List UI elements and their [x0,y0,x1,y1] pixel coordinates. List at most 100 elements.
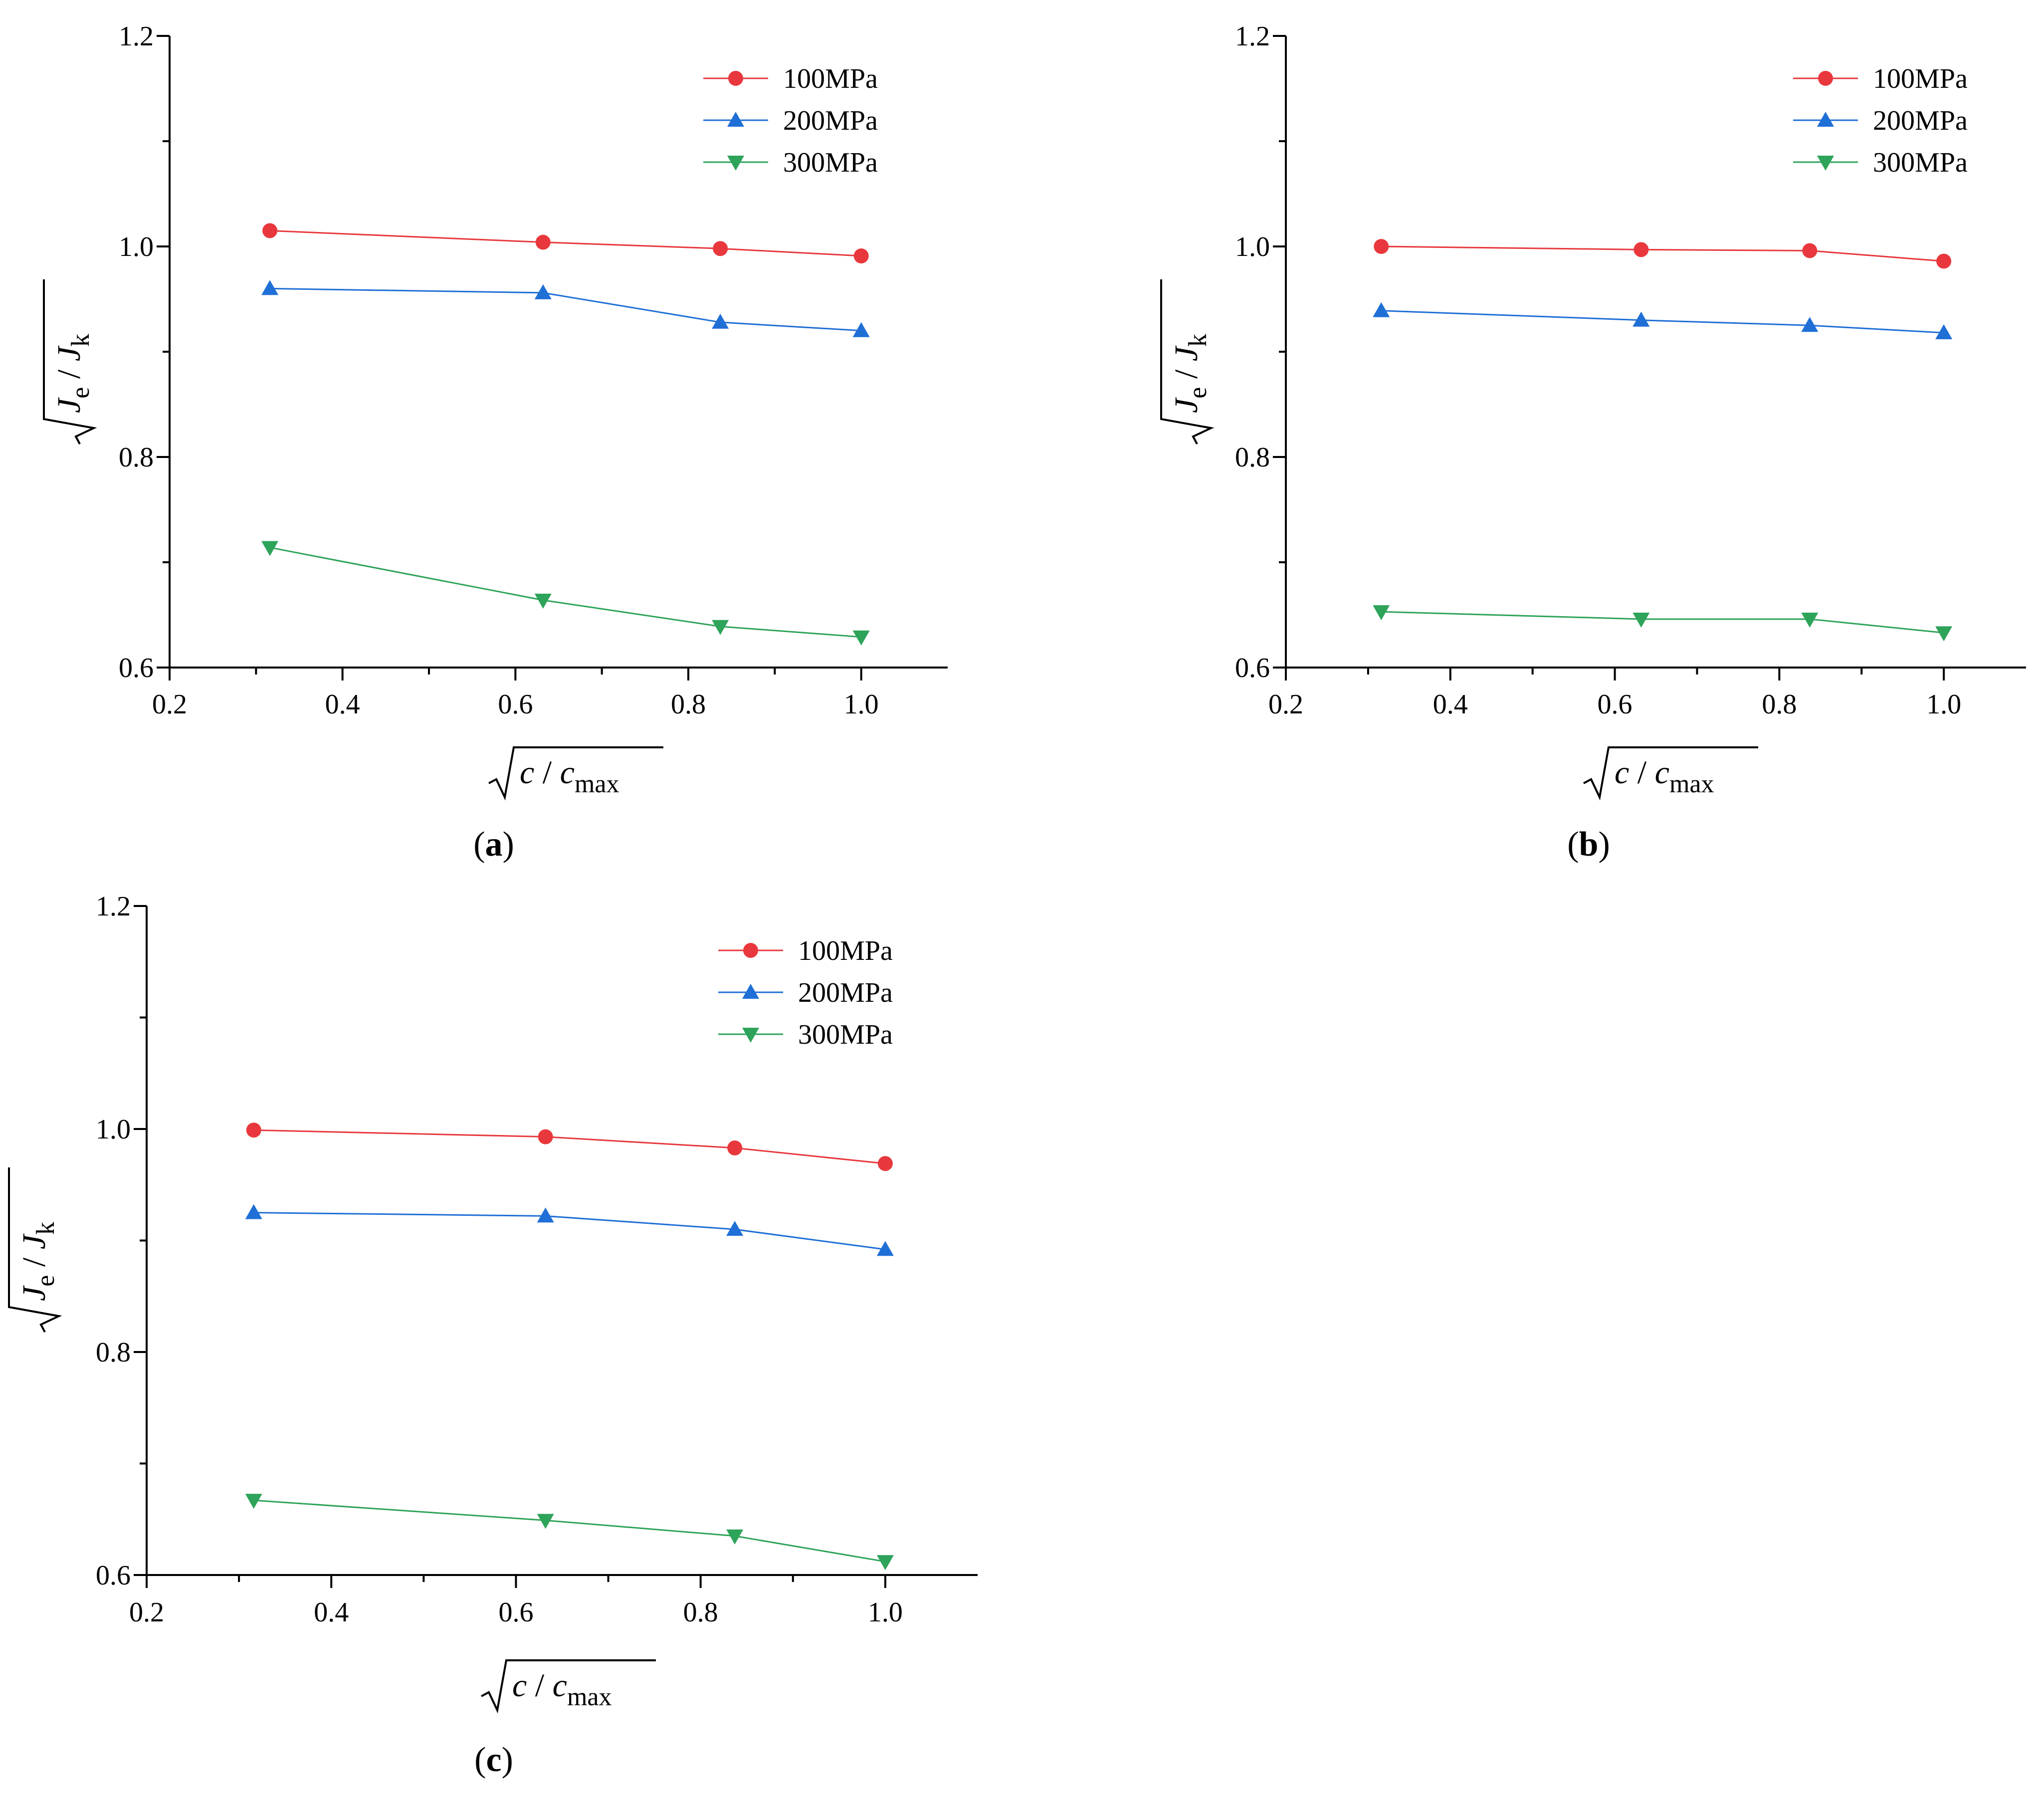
data-point [1936,253,1952,269]
series-100MPa [246,1123,893,1171]
legend-marker [742,1028,759,1043]
data-point [246,1123,261,1138]
legend-marker [727,156,744,171]
data-point [537,1514,554,1529]
series-100MPa [1374,239,1952,269]
legend-label: 300MPa [1873,147,1968,178]
y-axis-title: Je / Jk [43,279,97,445]
data-point [877,1156,893,1171]
y-tick-label: 1.0 [96,1114,131,1145]
data-point [852,322,870,337]
legend-label: 300MPa [783,147,878,178]
legend-label: 100MPa [783,63,878,94]
y-axis-label: Je / Jk [16,1222,60,1301]
data-point [535,234,551,250]
data-point [726,1221,744,1236]
x-tick-label: 0.6 [498,1597,533,1628]
legend-marker [1817,156,1834,171]
x-tick-label: 0.6 [498,689,533,720]
x-tick-label: 1.0 [1926,689,1961,720]
data-point [1801,612,1819,628]
legend-label: 200MPa [798,977,893,1008]
y-tick-label: 0.8 [119,442,154,473]
y-tick-label: 1.0 [1235,231,1270,262]
x-tick-label: 0.4 [314,1597,349,1628]
sqrt-sign [488,746,663,801]
y-tick-label: 0.6 [119,653,154,683]
series-200MPa [245,1204,894,1256]
legend-label: 100MPa [798,935,893,966]
y-tick-label: 1.2 [119,21,154,52]
series-200MPa [1373,302,1953,340]
legend-marker [727,112,744,127]
series-line [270,229,861,257]
data-point [1935,626,1953,642]
data-point [876,1241,894,1256]
data-point [538,1129,553,1144]
data-point [727,1140,743,1155]
x-tick-label: 1.0 [844,689,879,720]
series-line [269,546,861,638]
y-axis-title: Je / Jk [8,1167,62,1333]
sqrt-sign [1160,279,1215,445]
data-point [1374,239,1389,254]
panel-label: (a) [473,825,514,864]
y-tick-label: 1.2 [1235,21,1270,52]
legend-marker [743,943,758,958]
x-axis-title: c / cmax [1583,746,1758,801]
x-axis-title: c / cmax [488,746,663,801]
data-point [713,241,728,256]
legend-label: 100MPa [1873,63,1968,94]
sqrt-sign [1583,746,1758,801]
data-point [534,593,552,609]
data-point [245,1494,262,1509]
series-100MPa [262,223,869,263]
y-axis-label: Je / Jk [1168,334,1212,413]
panel-label: (c) [474,1741,513,1779]
x-tick-label: 1.0 [868,1597,903,1628]
chart-panel-c: 0.2 0.4 0.6 0.8 1.0 0.6 0.8 1.0 1.2 100MPa 200MPa 3… [8,891,978,1779]
data-point [245,1204,262,1219]
data-point [534,284,552,299]
x-tick-label: 0.2 [152,689,187,720]
series-line [270,287,861,332]
data-point [726,1529,744,1545]
series-300MPa [245,1494,894,1571]
series-line [253,1212,886,1250]
sqrt-sign [8,1167,62,1333]
y-tick-label: 0.8 [96,1337,131,1368]
data-point [261,280,279,295]
legend-label: 200MPa [783,105,878,136]
data-point [853,248,869,263]
data-point [1633,612,1650,628]
x-tick-label: 0.6 [1598,689,1633,720]
series-line [253,1129,886,1164]
series-line [1381,611,1944,634]
legend-marker [1817,112,1834,127]
y-tick-label: 0.6 [96,1560,131,1591]
data-point [537,1207,554,1223]
panel-label: (b) [1567,825,1610,864]
y-axis-label: Je / Jk [51,334,95,413]
x-tick-label: 0.4 [325,689,360,720]
y-tick-label: 1.2 [96,891,131,922]
x-tick-label: 0.2 [1268,689,1303,720]
x-tick-label: 0.8 [1762,689,1797,720]
data-point [1373,302,1390,317]
series-line [1381,245,1944,262]
x-axis-label: c / cmax [512,1667,612,1711]
series-300MPa [261,541,870,646]
data-point [1634,242,1649,257]
x-tick-label: 0.8 [683,1597,718,1628]
series-300MPa [1373,605,1953,642]
chart-panel-a: 0.2 0.4 0.6 0.8 1.0 0.6 0.8 1.0 1.2 100MPa 200MPa 3… [43,21,948,864]
legend-label: 300MPa [798,1019,893,1050]
data-point [1373,605,1390,621]
y-tick-label: 0.8 [1235,442,1270,473]
legend-marker [1818,71,1833,86]
sqrt-sign [43,279,97,445]
series-line [253,1499,886,1563]
chart-panel-b: 0.2 0.4 0.6 0.8 1.0 0.6 0.8 1.0 1.2 100MPa 200MPa 3… [1160,21,2026,864]
data-point [1935,324,1953,340]
